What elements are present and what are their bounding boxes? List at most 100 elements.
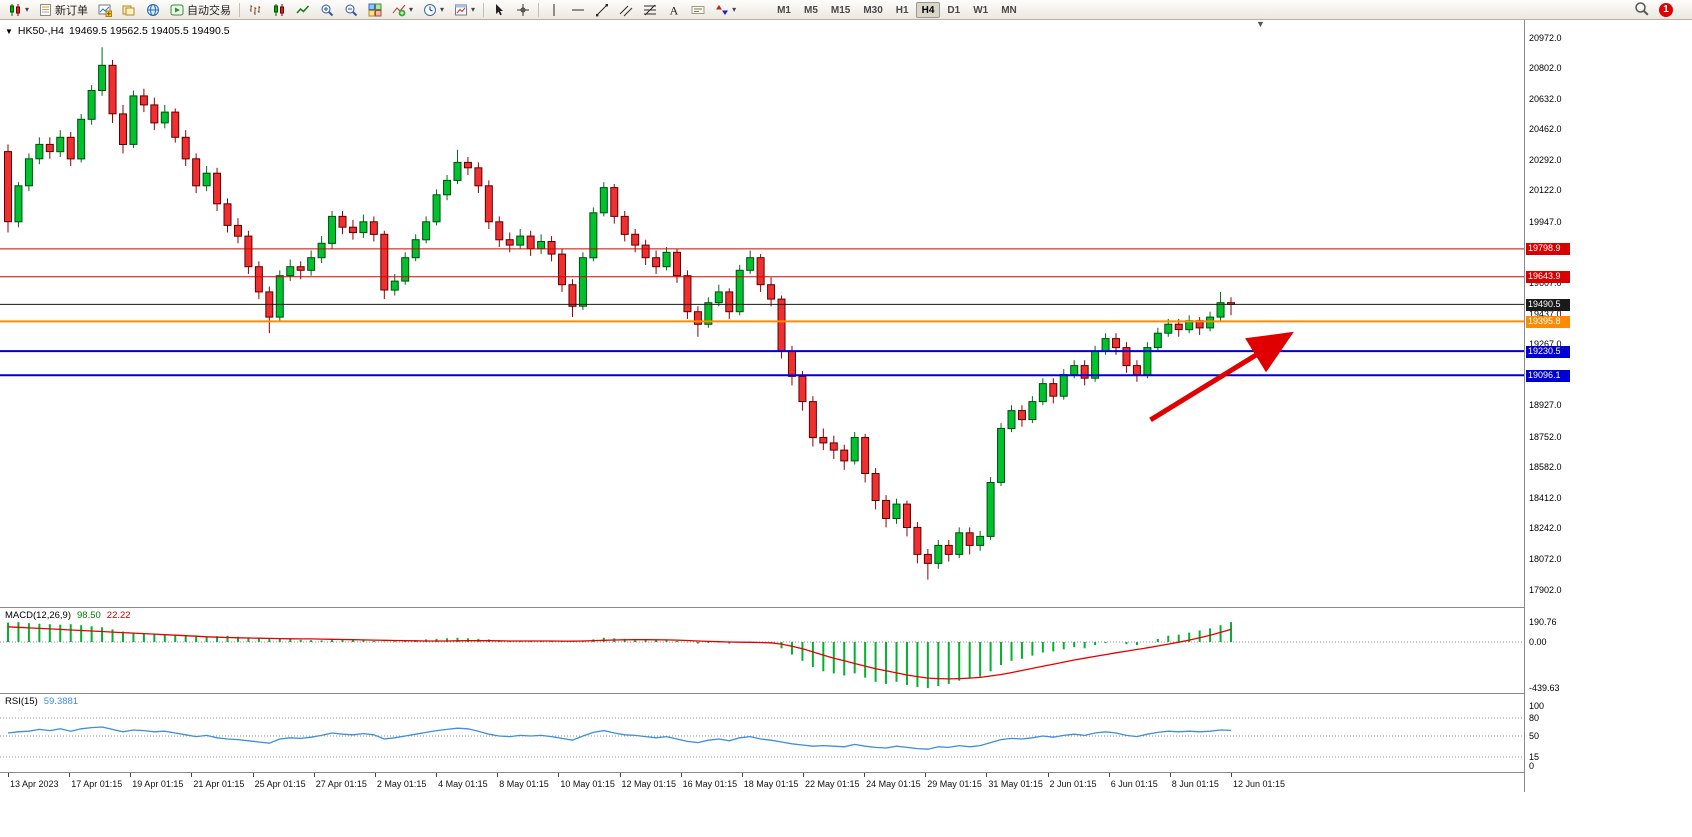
timeframe-d1[interactable]: D1 bbox=[947, 4, 961, 16]
time-label: 8 Jun 01:15 bbox=[1171, 779, 1219, 789]
candle-body bbox=[98, 64, 107, 91]
time-label: 16 May 01:15 bbox=[682, 779, 738, 789]
price-tick-label: 17902.0 bbox=[1529, 584, 1562, 595]
profiles-icon bbox=[122, 3, 136, 17]
candle-body bbox=[223, 203, 232, 226]
zoom-in-button[interactable] bbox=[315, 1, 339, 19]
main-chart[interactable] bbox=[0, 20, 1524, 608]
timeframe-h4[interactable]: H4 bbox=[915, 1, 941, 18]
indicators-button[interactable]: ▾ bbox=[387, 1, 418, 19]
time-tick bbox=[497, 773, 499, 777]
candle-body bbox=[233, 224, 242, 237]
candlestick-chart-icon bbox=[272, 3, 286, 17]
timeframe-w1[interactable]: W1 bbox=[973, 4, 989, 16]
new-order-label: 新订单 bbox=[55, 4, 89, 17]
timeframe-mn[interactable]: MN bbox=[1001, 4, 1017, 16]
price-tick-label: 20292.0 bbox=[1529, 154, 1562, 165]
text-button[interactable]: A bbox=[662, 1, 686, 19]
candle-body bbox=[735, 269, 744, 313]
symbol-period-label: HK50-,H4 bbox=[17, 25, 65, 37]
time-label: 19 Apr 01:15 bbox=[132, 779, 184, 789]
vertical-line-button[interactable] bbox=[542, 1, 566, 19]
new-chart-button[interactable] bbox=[93, 1, 117, 19]
price-level-label: 19490.5 bbox=[1526, 298, 1570, 311]
toolbar-separator bbox=[538, 2, 540, 17]
equidistant-channel-icon bbox=[619, 3, 633, 17]
timeframe-m15[interactable]: M15 bbox=[830, 4, 851, 16]
svg-text:A: A bbox=[670, 3, 679, 17]
candle-body bbox=[1070, 365, 1079, 376]
candle-body bbox=[160, 111, 169, 124]
time-tick bbox=[374, 773, 376, 777]
charts-menu-button[interactable]: ▾ bbox=[3, 1, 34, 19]
crosshair-button[interactable] bbox=[511, 1, 535, 19]
trendline-button[interactable] bbox=[590, 1, 614, 19]
timeframe-m30[interactable]: M30 bbox=[863, 4, 883, 16]
candle-body bbox=[767, 284, 776, 300]
time-tick bbox=[313, 773, 315, 777]
time-label: 24 May 01:15 bbox=[866, 779, 921, 789]
search-icon[interactable] bbox=[1634, 1, 1649, 19]
candle-body bbox=[369, 221, 378, 235]
candle-body bbox=[976, 535, 985, 546]
candle-body bbox=[171, 111, 180, 138]
rsi-scale-label: 0 bbox=[1529, 760, 1535, 771]
chevron-down-icon: ▾ bbox=[25, 4, 30, 14]
candle-body bbox=[474, 167, 483, 187]
candle-body bbox=[714, 291, 723, 304]
chart-title: ▼ HK50-,H4 19469.5 19562.5 19405.5 19490… bbox=[5, 25, 230, 37]
time-axis[interactable]: 13 Apr 2023 17 Apr 01:15 19 Apr 01:15 21 Ap… bbox=[0, 772, 1524, 792]
templates-button[interactable]: ▾ bbox=[449, 1, 480, 19]
autotrading-button[interactable]: 自动交易 bbox=[165, 1, 236, 19]
candlestick-chart-button[interactable] bbox=[267, 1, 291, 19]
time-label: 18 May 01:15 bbox=[743, 779, 799, 789]
collapse-triangle-icon[interactable]: ▼ bbox=[5, 26, 13, 36]
bar-chart-button[interactable] bbox=[243, 1, 267, 19]
time-tick bbox=[925, 773, 927, 777]
candle-body bbox=[1049, 383, 1058, 397]
text-label-button[interactable] bbox=[686, 1, 710, 19]
candle-body bbox=[443, 179, 452, 196]
profiles-button[interactable] bbox=[117, 1, 141, 19]
channel-button[interactable] bbox=[614, 1, 638, 19]
chart-shift-marker[interactable]: ▼ bbox=[1256, 19, 1265, 29]
trend-arrow[interactable] bbox=[1149, 331, 1294, 423]
tile-windows-button[interactable] bbox=[363, 1, 387, 19]
price-tick-label: 19437.0 bbox=[1529, 308, 1562, 319]
notification-badge[interactable]: 1 bbox=[1659, 2, 1673, 17]
panel-separator[interactable] bbox=[0, 607, 1572, 608]
price-scale[interactable]: 20972.0 20802.0 20632.0 20462.0 20292.0 20122… bbox=[1524, 20, 1572, 792]
arrows-button[interactable]: ▾ bbox=[710, 1, 741, 19]
cursor-button[interactable] bbox=[487, 1, 511, 19]
candle-body bbox=[296, 266, 305, 271]
autotrading-play-icon bbox=[170, 3, 184, 17]
horizontal-line-button[interactable] bbox=[566, 1, 590, 19]
ohlc-values: 19469.5 19562.5 19405.5 19490.5 bbox=[69, 25, 230, 37]
candlestick-icon bbox=[8, 3, 22, 17]
chevron-down-icon: ▾ bbox=[440, 4, 445, 14]
candle-body bbox=[1164, 323, 1173, 334]
time-label: 31 May 01:15 bbox=[988, 779, 1043, 789]
new-order-button[interactable]: 新订单 bbox=[34, 1, 93, 19]
community-button[interactable] bbox=[141, 1, 165, 19]
panel-separator[interactable] bbox=[0, 693, 1572, 694]
candle-body bbox=[35, 143, 44, 160]
candle-body bbox=[328, 215, 337, 244]
rsi-panel[interactable] bbox=[0, 694, 1524, 772]
timeframe-h1[interactable]: H1 bbox=[895, 4, 909, 16]
time-tick bbox=[436, 773, 438, 777]
periods-button[interactable]: ▾ bbox=[418, 1, 449, 19]
candle-body bbox=[558, 253, 567, 286]
fibonacci-button[interactable] bbox=[638, 1, 662, 19]
candle-body bbox=[746, 257, 755, 271]
zoom-out-button[interactable] bbox=[339, 1, 363, 19]
candle-body bbox=[986, 482, 995, 537]
candle-body bbox=[1091, 350, 1100, 379]
text-icon: A bbox=[667, 3, 681, 17]
timeframe-m5[interactable]: M5 bbox=[803, 4, 818, 16]
timeframe-m1[interactable]: M1 bbox=[777, 4, 791, 16]
line-chart-button[interactable] bbox=[291, 1, 315, 19]
time-tick bbox=[1047, 773, 1049, 777]
time-tick bbox=[130, 773, 132, 777]
macd-panel[interactable] bbox=[0, 608, 1524, 694]
